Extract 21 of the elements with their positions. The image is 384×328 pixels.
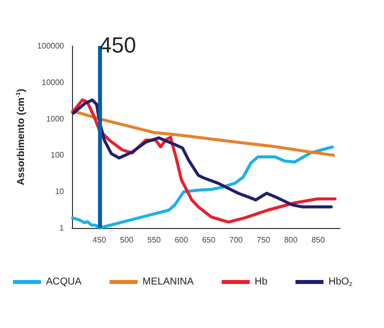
x-tick-label: 500 — [120, 236, 134, 244]
x-tick-label: 800 — [284, 236, 298, 244]
x-tick-label: 750 — [256, 236, 271, 244]
x-tick-label: 550 — [147, 236, 162, 244]
x-tick-label: 700 — [229, 236, 244, 244]
y-tick-label: 100000 — [37, 42, 65, 50]
y-tick-label: 100 — [50, 150, 65, 160]
y-tick-label: 1000 — [46, 114, 65, 124]
x-tick-label: 600 — [174, 236, 189, 244]
legend-label: MELANINA — [142, 276, 194, 288]
y-tick-label: 10 — [55, 187, 65, 196]
line-series — [71, 146, 334, 230]
x-tick-label: 650 — [202, 236, 216, 244]
line-series — [71, 109, 335, 157]
legend-label: ACQUA — [46, 276, 82, 288]
x-tick-label: 850 — [311, 236, 326, 244]
y-tick-label: 1 — [60, 224, 65, 232]
ref-line-label: 450 — [99, 32, 136, 58]
legend-label: Hb — [254, 276, 268, 288]
x-tick-label: 450 — [92, 236, 107, 244]
y-tick-label: 10000 — [42, 78, 65, 87]
